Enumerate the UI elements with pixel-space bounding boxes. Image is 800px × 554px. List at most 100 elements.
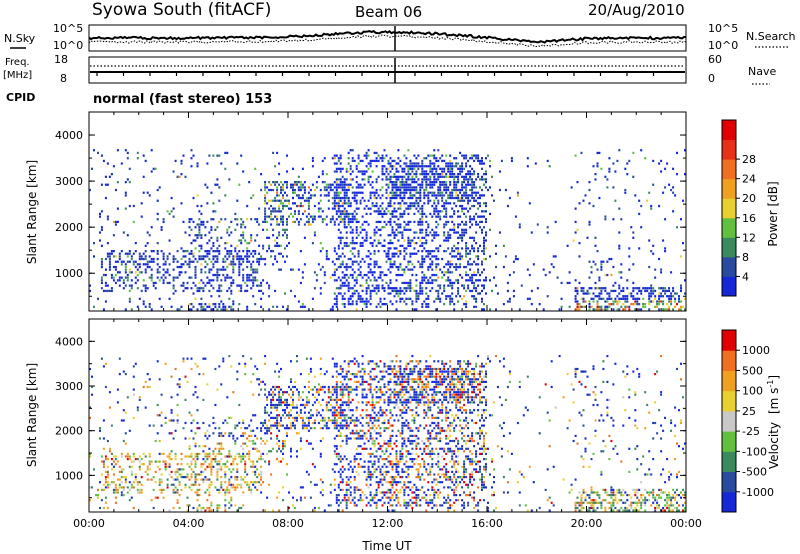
data-cell [431,186,434,189]
data-cell [325,186,328,189]
data-cell [357,250,360,253]
data-cell [335,414,338,417]
data-cell [435,263,438,266]
data-cell [128,289,131,293]
data-cell [347,300,350,303]
data-cell [419,292,422,295]
data-cell [409,165,412,168]
data-cell [616,159,619,163]
data-cell [198,445,201,448]
data-cell [232,279,235,282]
data-cell [469,279,472,282]
data-cell [552,265,555,269]
data-cell [104,476,107,479]
data-cell [427,199,430,202]
data-cell [110,252,113,255]
data-cell [459,188,462,192]
data-cell [166,268,169,271]
data-cell [451,297,454,300]
data-cell [114,463,117,466]
data-cell [463,191,466,194]
data-cell [433,202,436,205]
data-cell [365,281,368,285]
data-cell [284,411,286,414]
data-cell [373,276,376,279]
data-cell [296,411,298,414]
data-cell [469,257,472,261]
data-cell [473,181,476,184]
data-cell [288,427,290,430]
data-cell [160,411,163,414]
data-cell [457,252,460,255]
data-cell [292,268,294,271]
data-cell [184,486,187,489]
data-cell [413,231,416,234]
data-cell [226,488,229,491]
data-cell [176,175,179,178]
data-cell [353,388,356,391]
data-cell [204,284,207,287]
data-cell [477,247,480,250]
data-cell [282,220,284,224]
data-cell [116,149,119,152]
data-cell [89,416,91,419]
data-cell [286,308,288,311]
data-cell [449,236,452,239]
data-cell [128,488,131,491]
data-cell [274,403,277,407]
data-cell [343,388,346,391]
data-cell [588,202,591,205]
data-cell [662,287,665,290]
data-cell [198,494,201,497]
data-cell [118,255,121,258]
data-cell [196,473,199,476]
data-cell [110,452,113,455]
data-cell [220,483,223,486]
data-cell [612,308,615,311]
data-cell [409,162,412,165]
data-cell [116,478,119,481]
data-cell [172,284,175,287]
data-cell [419,183,422,186]
data-cell [401,297,404,300]
data-cell [297,414,300,417]
data-cell [650,250,653,253]
data-cell [286,170,288,173]
data-cell [375,263,378,266]
data-cell [465,207,468,210]
data-cell [126,396,129,399]
data-cell [419,194,422,197]
data-cell [485,218,487,221]
data-cell [230,292,233,295]
data-cell [280,244,282,247]
data-cell [194,276,197,279]
data-cell [317,210,320,213]
data-cell [202,257,205,261]
data-cell [190,414,193,417]
data-cell [471,218,474,221]
data-cell [415,202,418,205]
data-cell [343,183,346,186]
data-cell [264,181,267,184]
data-cell [272,391,275,394]
data-cell [357,297,360,300]
data-cell [118,252,121,255]
data-cell [431,173,434,176]
data-cell [122,439,125,443]
data-cell [483,173,485,176]
data-cell [224,151,227,155]
data-cell [204,250,207,253]
data-cell [307,385,310,389]
data-cell [337,287,340,290]
data-cell [395,228,398,231]
data-cell [345,494,348,497]
data-cell [230,284,233,287]
data-cell [473,271,476,274]
data-cell [381,215,384,218]
data-cell [244,427,247,430]
data-cell [451,162,454,165]
data-cell [415,170,418,173]
data-cell [301,196,304,200]
data-cell [339,279,342,282]
data-cell [409,281,412,285]
